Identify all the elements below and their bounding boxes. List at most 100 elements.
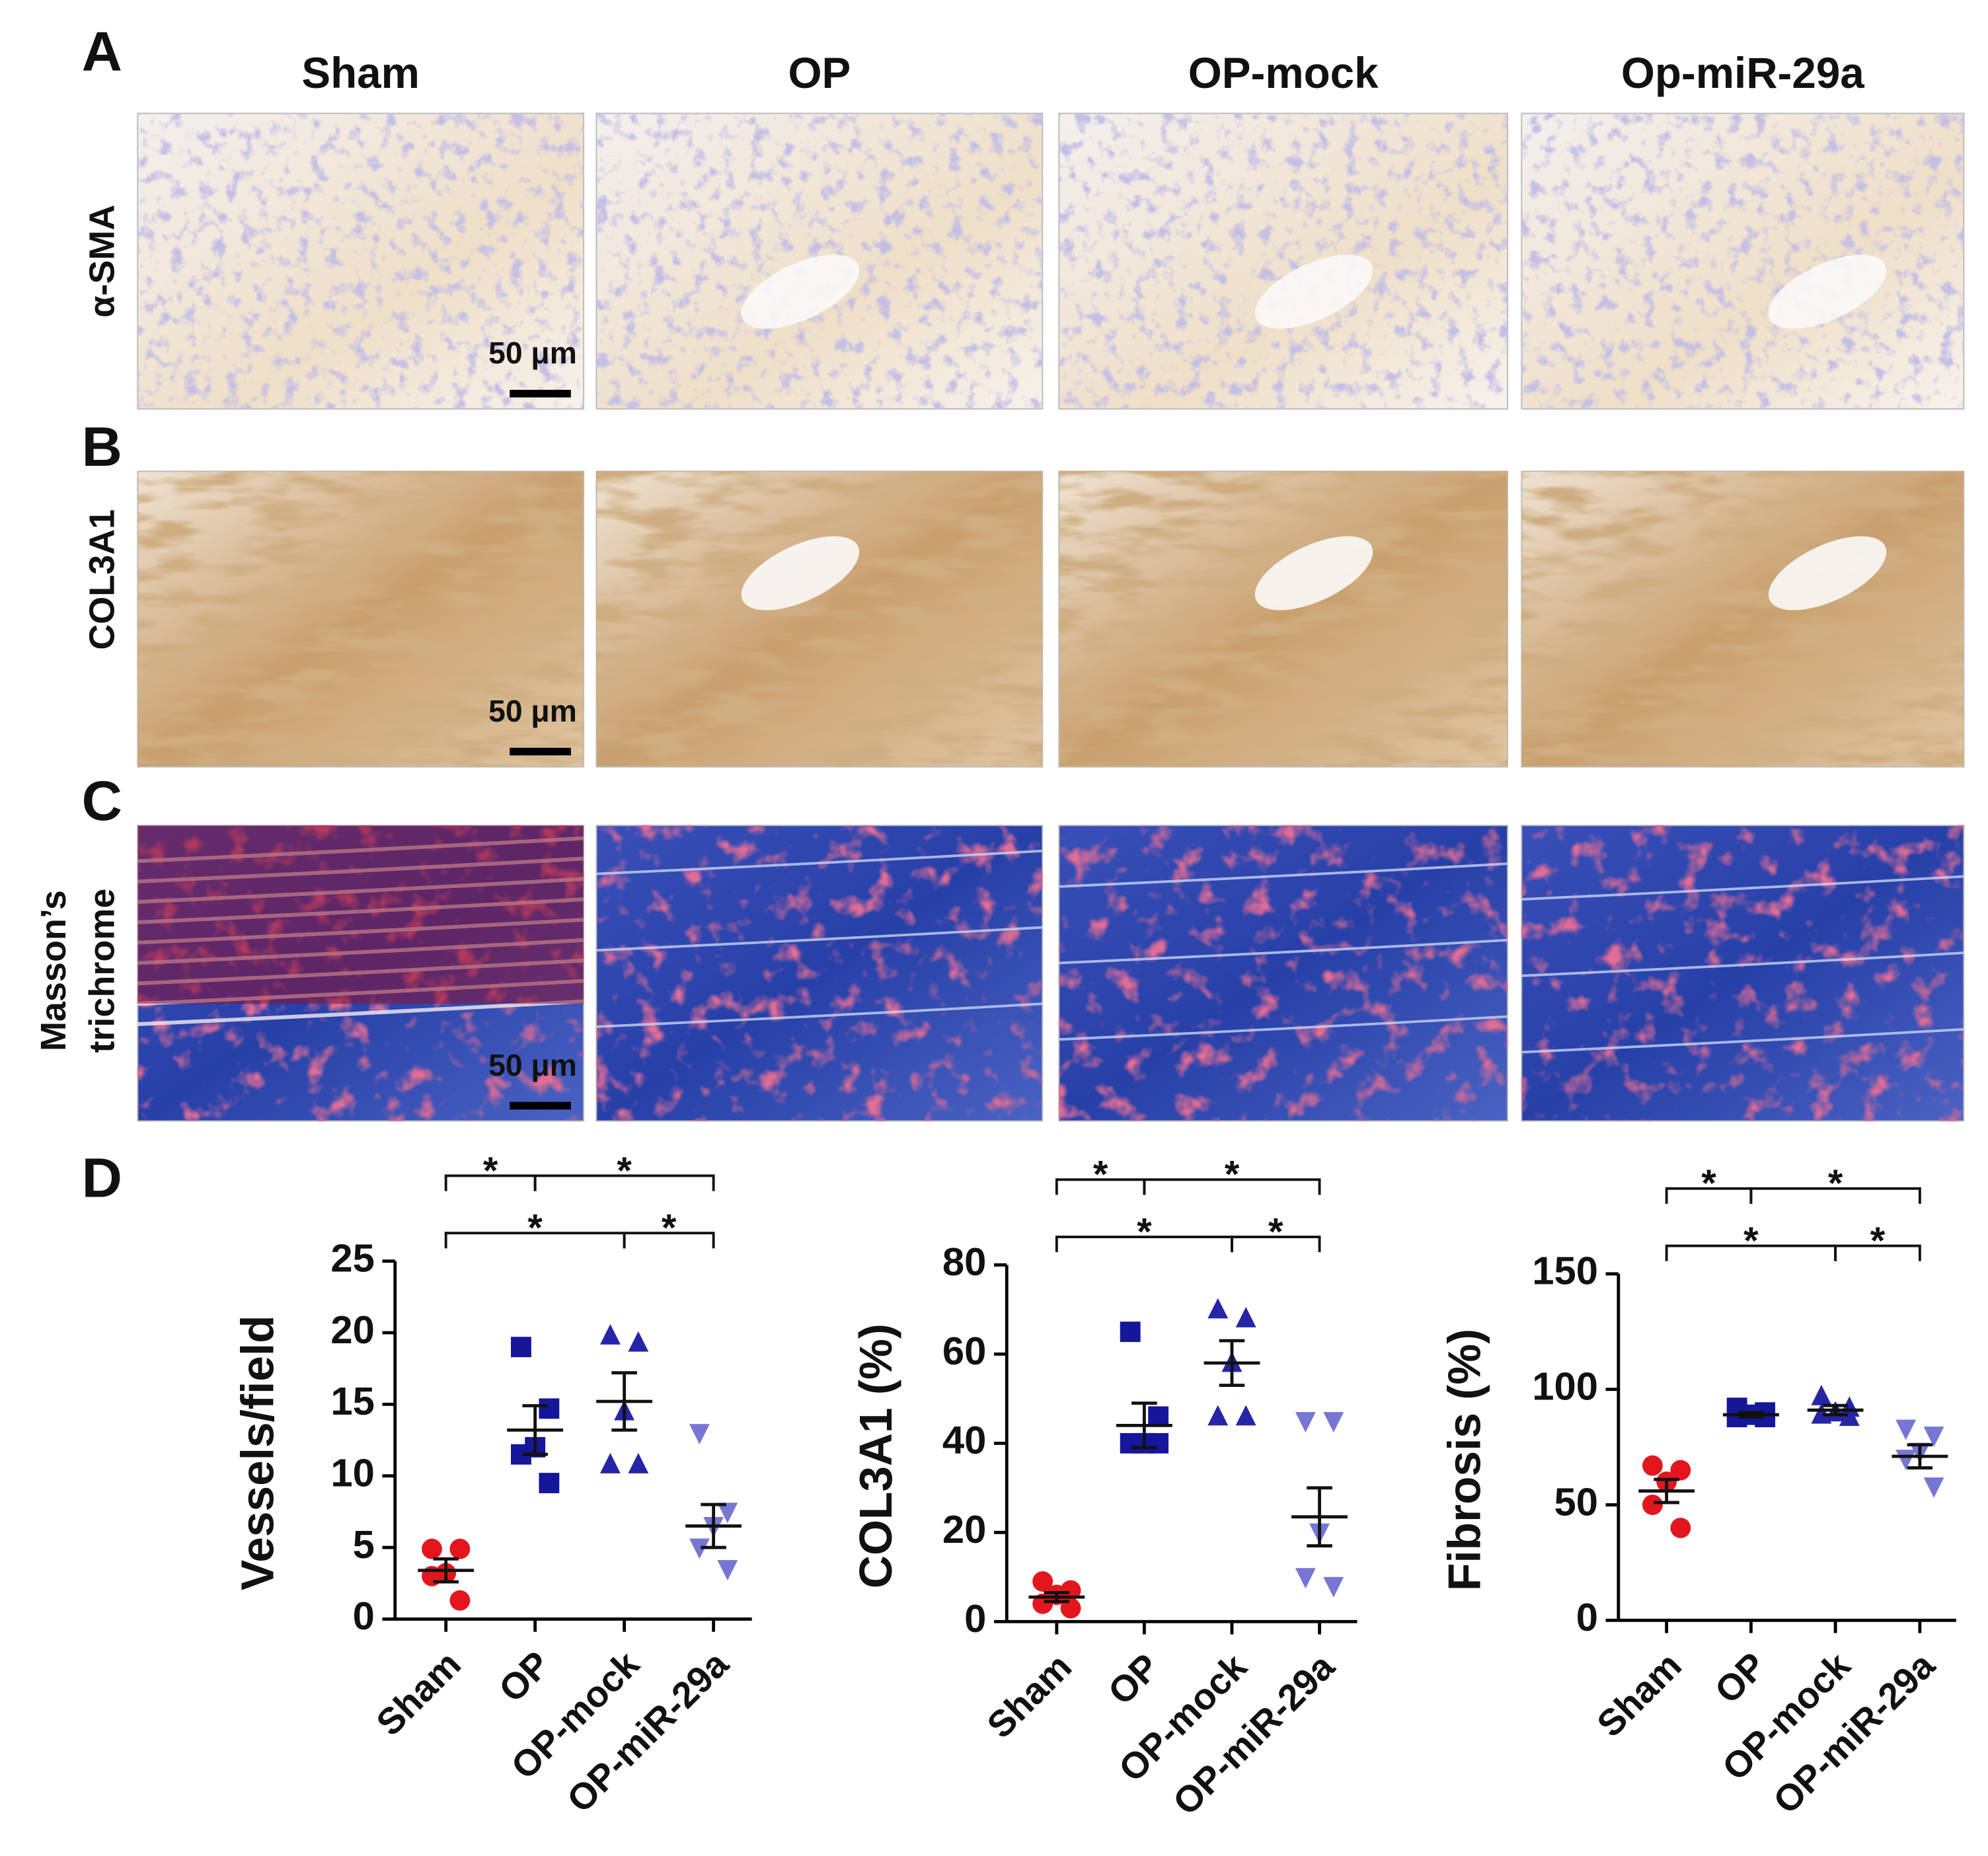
significance-label: * [483,1150,498,1192]
data-point [599,1323,621,1345]
data-point [1811,1403,1832,1424]
y-tick-label: 50 [1554,1479,1597,1524]
fiber-streak [1059,938,1508,965]
column-header: OP-mock [1188,49,1379,97]
micrograph-texture [137,471,584,767]
y-tick-label: 0 [964,1596,986,1641]
y-tick-label: 20 [330,1308,374,1352]
column-header: Sham [301,49,420,97]
column-header: Op-miR-29a [1621,49,1864,97]
y-tick-label: 15 [330,1379,374,1423]
data-point [1295,1568,1316,1589]
x-tick-label: Sham [1589,1644,1689,1744]
y-tick-label: 10 [330,1450,374,1495]
data-point [1811,1384,1832,1405]
panel-label: C [82,769,122,832]
data-point [449,1590,471,1611]
data-point [539,1473,560,1493]
lumen [1254,254,1373,329]
y-tick-label: 5 [353,1522,375,1567]
micrograph-texture [596,825,1043,1121]
row-label: COL3A1 [82,509,122,650]
panel-label: A [82,20,122,83]
data-point [1120,1321,1141,1343]
data-point [1323,1577,1344,1598]
significance-bracket [1749,1187,1921,1204]
significance-label: * [662,1207,677,1249]
scale-bar-label: 50 μm [488,336,577,370]
lumen [1768,254,1887,329]
row-label: Masson’s [34,890,73,1051]
fiber-streak [1059,862,1508,888]
significance-label: * [527,1207,543,1249]
x-tick-label: Sham [979,1645,1079,1746]
panel-label: B [82,415,122,478]
significance-bracket [1834,1244,1921,1261]
y-tick-label: 80 [942,1240,986,1284]
lumen [741,254,860,329]
significance-label: * [1137,1210,1152,1253]
fiber-streak [1059,1015,1508,1041]
x-tick-label: OP [1100,1645,1167,1713]
x-tick-label: OP [490,1643,558,1710]
significance-label: * [1225,1154,1240,1196]
data-point [1148,1406,1169,1427]
data-point [1148,1432,1169,1454]
y-tick-label: 0 [1576,1595,1598,1639]
row-label: α-SMA [82,205,122,318]
y-tick-label: 60 [942,1329,986,1373]
data-point [1235,1307,1256,1327]
fiber-streak [1521,1027,1964,1054]
lumen [741,536,860,611]
y-tick-label: 150 [1532,1249,1598,1293]
data-point [539,1398,560,1419]
data-point [1120,1432,1141,1454]
data-point [1923,1427,1944,1448]
scale-bar-label: 50 μm [488,694,577,728]
data-point [628,1331,649,1352]
data-point [1207,1405,1229,1426]
micrograph-texture [1521,471,1964,767]
lumen [1768,536,1887,611]
data-point [449,1538,471,1559]
data-point [1895,1419,1917,1440]
y-axis-label: Vessels/field [232,1315,284,1590]
fiber-streak [596,926,1043,952]
data-point [717,1503,738,1524]
significance-label: * [1828,1162,1843,1205]
fiber-streak [596,1002,1043,1028]
significance-bracket [533,1174,715,1191]
scale-bar-label: 50 μm [488,1048,577,1082]
data-point [1670,1518,1691,1538]
data-point [717,1560,738,1580]
significance-label: * [1093,1154,1108,1196]
significance-bracket [1231,1236,1321,1253]
y-tick-label: 25 [330,1236,374,1280]
data-point [599,1453,621,1473]
data-point [1839,1405,1860,1427]
muscle-tint [137,825,584,1004]
x-tick-label: OP [1706,1644,1774,1711]
data-point [1207,1298,1229,1319]
lumen [1254,536,1373,611]
panel-label: D [82,1146,122,1209]
micrograph-texture [137,113,584,409]
data-point [628,1453,649,1473]
significance-label: * [1268,1210,1283,1253]
micrograph-texture [1059,825,1508,1121]
y-tick-label: 40 [942,1418,986,1462]
data-point [1295,1412,1316,1432]
significance-label: * [1870,1220,1886,1262]
significance-label: * [1743,1220,1759,1262]
y-axis-label: Fibrosis (%) [1439,1329,1490,1591]
y-tick-label: 20 [942,1507,986,1551]
data-point [1032,1571,1053,1592]
micrograph-texture [1059,471,1508,767]
x-tick-label: Sham [368,1643,469,1743]
fiber-streak [1521,875,1964,901]
row-label: trichrome [82,889,122,1053]
significance-bracket [1143,1178,1321,1195]
data-point [511,1337,531,1358]
micrograph-texture [1059,113,1508,409]
